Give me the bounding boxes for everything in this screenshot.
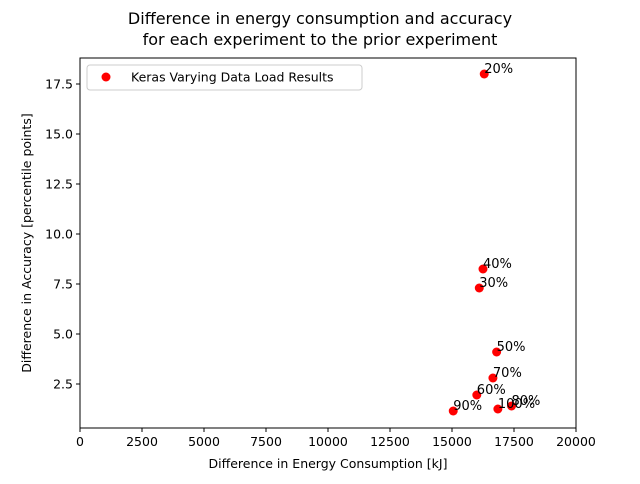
x-axis-label: Difference in Energy Consumption [kJ] (209, 456, 448, 471)
x-tick-label: 2500 (126, 434, 158, 449)
data-point-marker (488, 373, 498, 383)
data-point-label: 60% (477, 383, 506, 398)
y-axis-label: Difference in Accuracy [percentile point… (19, 113, 34, 372)
x-tick-label: 17500 (494, 434, 534, 449)
y-axis-ticks: 2.5 5.0 7.5 10.0 12.5 15.0 17.5 (45, 77, 80, 392)
data-point-label: 80% (512, 394, 541, 409)
x-tick-label: 5000 (188, 434, 220, 449)
data-point-label: 100% (498, 397, 535, 412)
y-tick-label: 17.5 (45, 77, 73, 92)
x-tick-label: 12500 (370, 434, 410, 449)
plot-area-frame (79, 57, 577, 429)
data-point-label: 50% (497, 340, 526, 355)
data-point-label: 70% (493, 366, 522, 381)
data-point-label: 40% (483, 257, 512, 272)
legend-entry-label: Keras Varying Data Load Results (131, 70, 334, 85)
y-tick-label: 15.0 (45, 127, 73, 142)
data-point-marker (507, 401, 517, 411)
data-point-marker (474, 283, 484, 293)
data-point-labels: 20% 30% 40% 50% 60% 70% 80% 90% 100% (453, 62, 540, 414)
legend: Keras Varying Data Load Results (86, 64, 363, 91)
x-tick-label: 7500 (250, 434, 282, 449)
x-axis-ticks: 0 2500 5000 7500 10000 12500 15000 17500 20000 (76, 428, 596, 449)
data-point-marker (448, 406, 458, 416)
y-tick-label: 2.5 (53, 377, 73, 392)
data-point-marker (472, 390, 482, 400)
y-tick-label: 12.5 (45, 177, 73, 192)
x-tick-label: 0 (76, 434, 84, 449)
legend-box (86, 64, 363, 91)
y-tick-label: 5.0 (53, 327, 73, 342)
data-point-marker (492, 347, 502, 357)
chart-title-line-1: Difference in energy consumption and acc… (128, 9, 512, 28)
y-tick-label: 7.5 (53, 277, 73, 292)
data-point-label: 30% (479, 276, 508, 291)
data-point-marker (478, 264, 488, 274)
data-point-marker (493, 404, 503, 414)
chart-title-line-2: for each experiment to the prior experim… (143, 30, 498, 49)
data-point-label: 90% (453, 399, 482, 414)
x-tick-label: 20000 (556, 434, 596, 449)
data-points (448, 69, 517, 416)
y-tick-label: 10.0 (45, 227, 73, 242)
legend-marker (101, 72, 111, 82)
data-point-marker (479, 69, 489, 79)
data-point-label: 20% (484, 62, 513, 77)
x-tick-label: 15000 (432, 434, 472, 449)
x-tick-label: 10000 (308, 434, 348, 449)
